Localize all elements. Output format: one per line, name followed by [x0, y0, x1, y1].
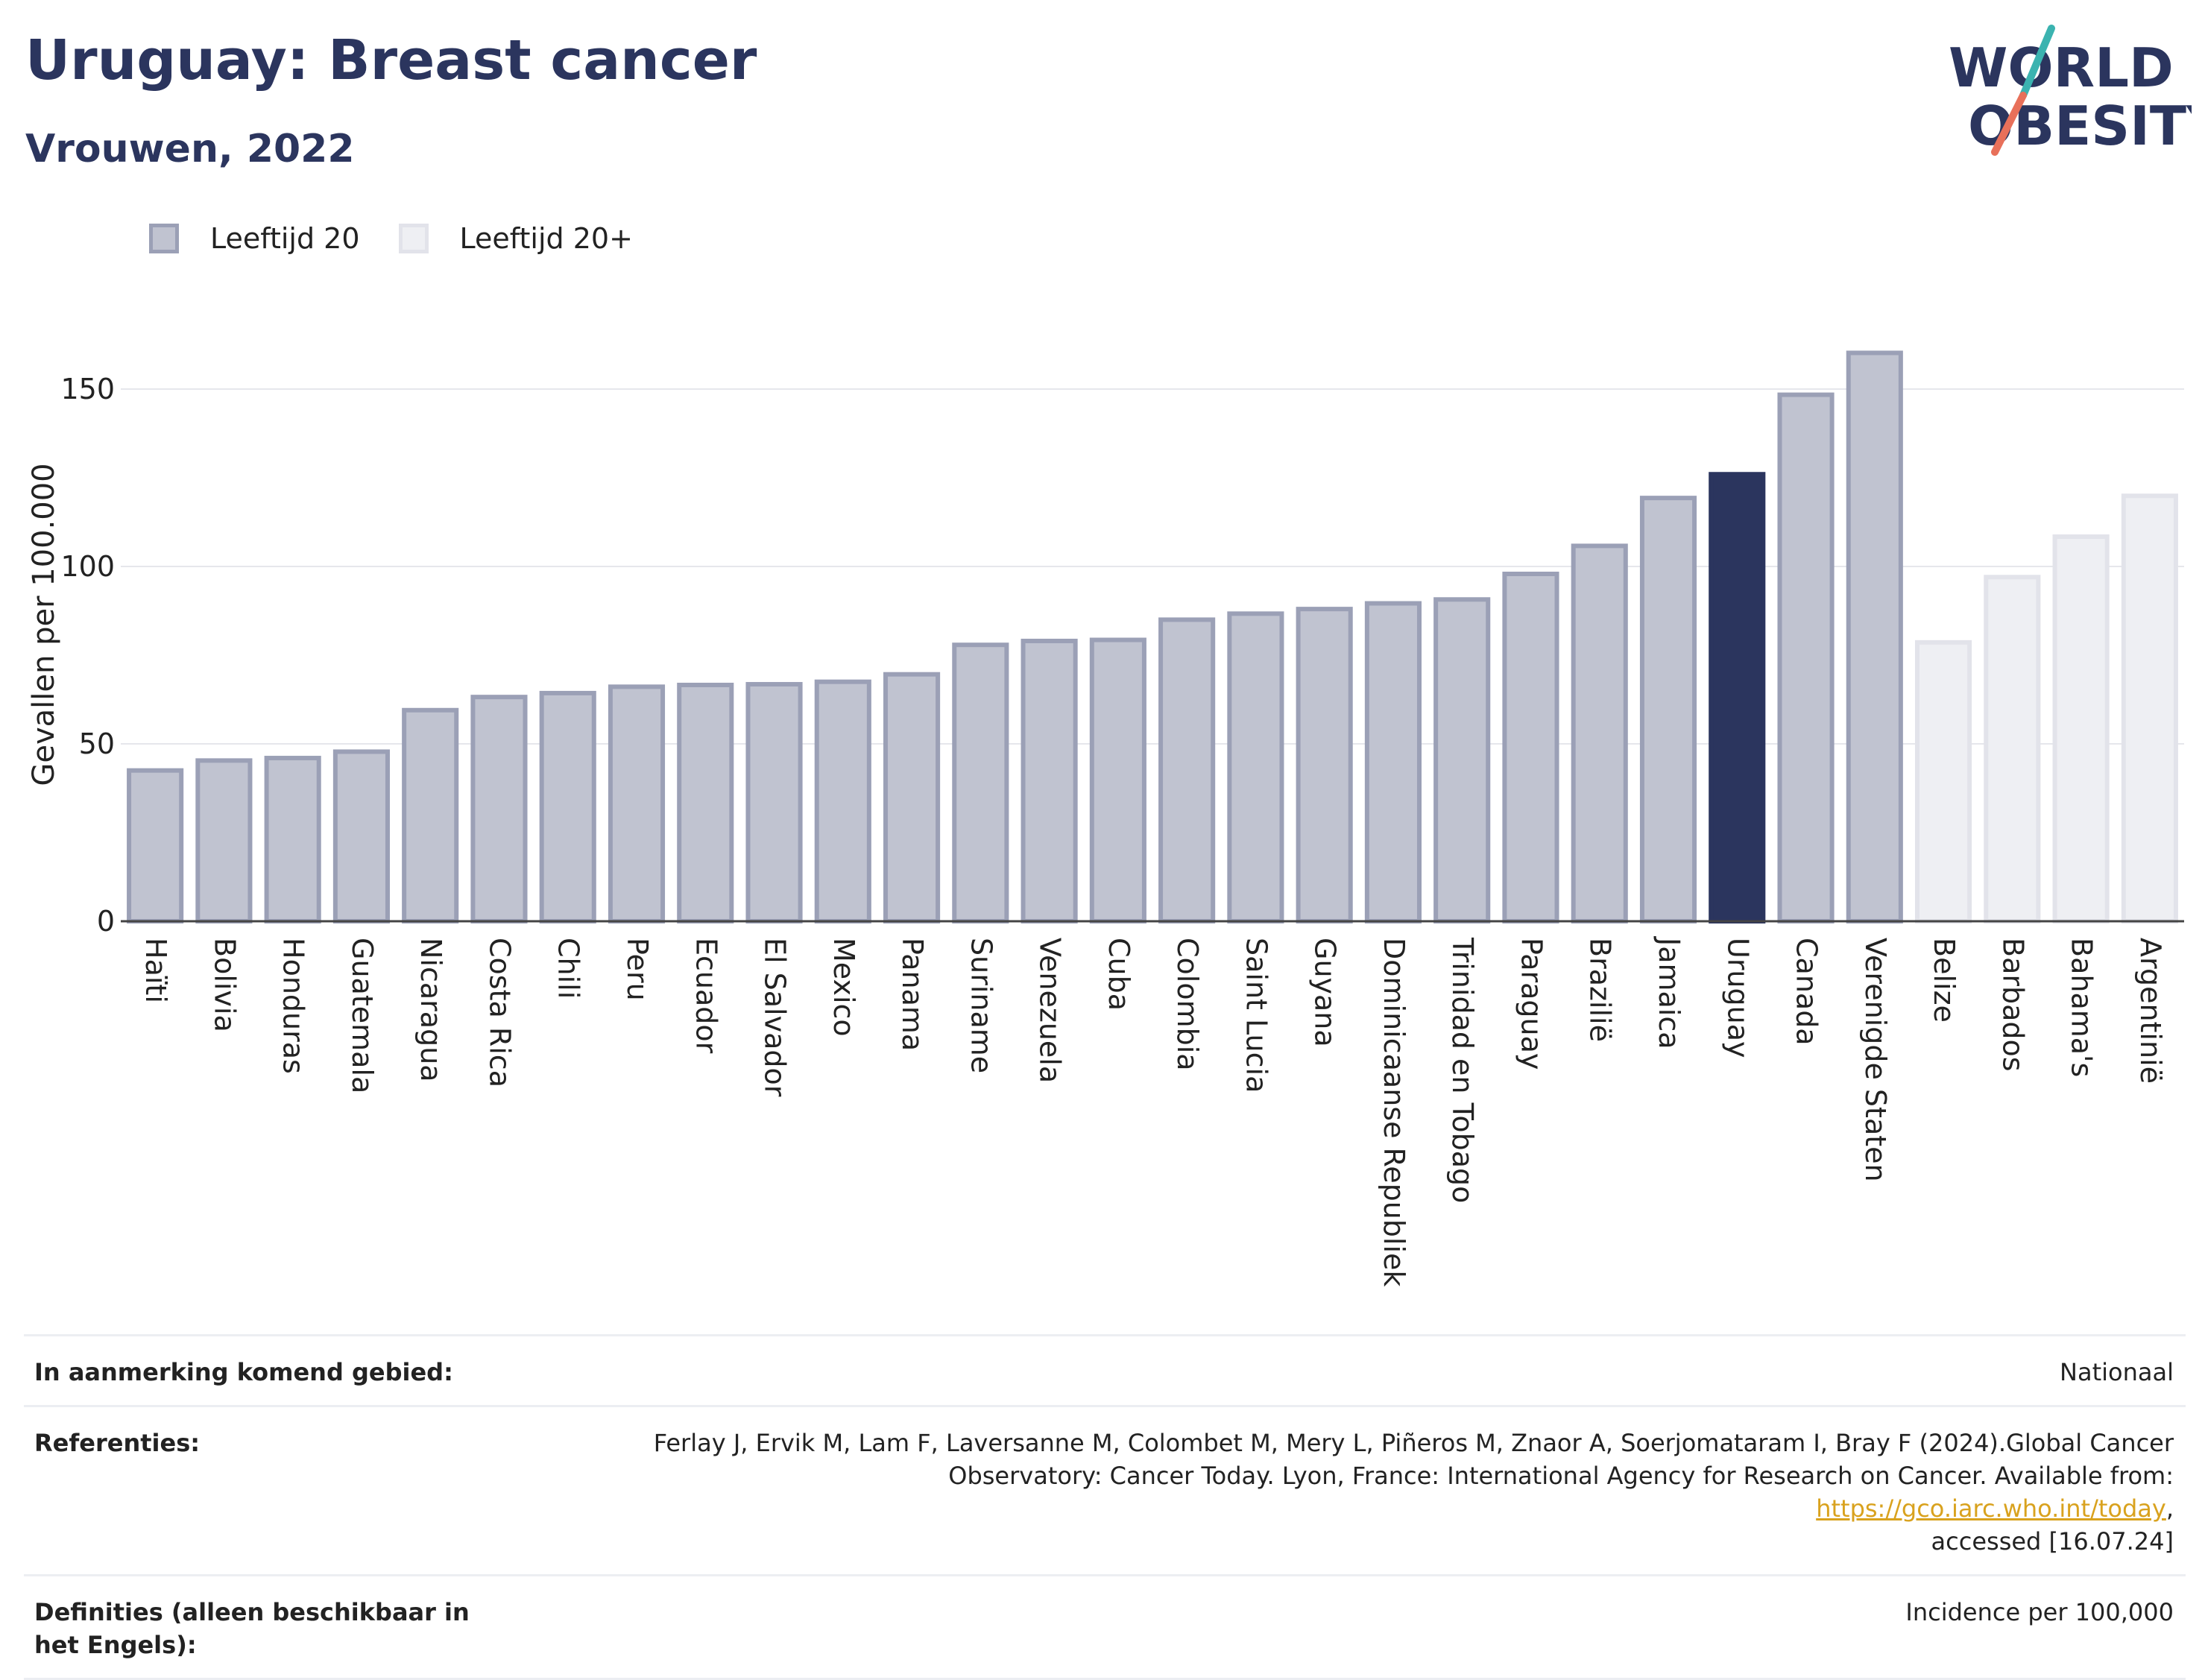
bar-barbados[interactable]	[1984, 575, 2041, 924]
eligible-area-label: In aanmerking komend gebied:	[34, 1358, 453, 1386]
bar-honduras[interactable]	[264, 756, 321, 923]
page-subtitle: Vrouwen, 2022	[25, 127, 355, 171]
x-tick-label: Mexico	[827, 938, 860, 1037]
bar-chart: 0 50 100 150 Haïti Bolivia Honduras Guatemala Ni…	[27, 350, 2184, 1286]
bar-suriname[interactable]	[952, 642, 1009, 923]
bar-bahama-s[interactable]	[2052, 534, 2110, 923]
legend-swatch-age20	[149, 224, 179, 253]
x-tick-label: Brazilië	[1584, 938, 1617, 1042]
bar-chili[interactable]	[539, 690, 596, 923]
bar-colombia[interactable]	[1158, 617, 1216, 924]
x-tick-label: Jamaica	[1653, 936, 1685, 1049]
y-axis-title: Gevallen per 100.000	[27, 463, 61, 786]
bar-brazili-[interactable]	[1571, 543, 1628, 924]
x-tick-label: Guyana	[1309, 938, 1342, 1047]
legend-label-age20: Leeftijd 20	[210, 222, 360, 255]
x-tick-label: Nicaragua	[414, 938, 447, 1082]
world-obesity-logo: WORLD OBESITY	[1949, 25, 2192, 157]
bar-ha-ti[interactable]	[127, 768, 184, 923]
legend-item-age20[interactable]: Leeftijd 20	[149, 222, 360, 255]
x-tick-label: Belize	[1928, 938, 1960, 1023]
x-tick-label: Canada	[1791, 938, 1823, 1046]
y-tick-label: 100	[60, 550, 115, 583]
x-tick-label: El Salvador	[759, 938, 792, 1097]
y-tick-label: 50	[79, 727, 115, 760]
x-tick-label: Panama	[896, 938, 929, 1051]
references-line1: Ferlay J, Ervik M, Lam F, Laversanne M, …	[653, 1429, 2174, 1457]
x-tick-label: Chili	[552, 938, 585, 999]
bar-costa-rica[interactable]	[470, 695, 528, 924]
bars	[127, 350, 2178, 924]
bar-belize[interactable]	[1915, 640, 1972, 923]
logo-slash-coral	[1991, 92, 2027, 156]
y-tick-label: 0	[97, 905, 115, 938]
info-row-eligible-area: In aanmerking komend gebied: Nationaal	[24, 1334, 2186, 1405]
x-tick-label: Bahama's	[2066, 938, 2098, 1077]
bar-venezuela[interactable]	[1021, 638, 1078, 924]
x-tick-label: Ecuador	[690, 938, 722, 1054]
legend-label-age20plus: Leeftijd 20+	[459, 222, 633, 255]
references-line3: accessed [16.07.24]	[1931, 1527, 2174, 1556]
x-tick-label: Honduras	[277, 938, 310, 1074]
legend-item-age20plus[interactable]: Leeftijd 20+	[398, 222, 633, 255]
gridlines	[121, 388, 2184, 745]
x-tick-label: Bolivia	[208, 938, 241, 1032]
logo-line1: WORLD	[1949, 37, 2174, 99]
definitions-label: Definities (alleen beschikbaar in het En…	[34, 1598, 470, 1659]
references-value: Ferlay J, Ervik M, Lam F, Laversanne M, …	[608, 1427, 2174, 1558]
bar-trinidad-en-tobago[interactable]	[1433, 597, 1491, 923]
bar-peru[interactable]	[608, 684, 666, 923]
references-label: Referenties:	[34, 1429, 201, 1457]
bar-panama[interactable]	[883, 672, 941, 923]
bar-guyana[interactable]	[1296, 607, 1353, 923]
x-tick-label: Suriname	[965, 938, 997, 1073]
y-tick-label: 150	[60, 373, 115, 405]
definitions-value: Incidence per 100,000	[1905, 1598, 2174, 1626]
x-tick-label: Barbados	[1996, 938, 2029, 1072]
references-line2-post: ,	[2165, 1494, 2174, 1523]
legend-swatch-age20plus	[398, 224, 429, 253]
eligible-area-value: Nationaal	[2060, 1358, 2174, 1386]
x-tick-label: Trinidad en Tobago	[1446, 937, 1479, 1203]
references-link[interactable]: https://gco.iarc.who.int/today	[1816, 1494, 2166, 1523]
bar-verenigde-staten[interactable]	[1846, 350, 1903, 923]
x-tick-label: Venezuela	[1034, 938, 1067, 1083]
x-tick-label: Peru	[621, 938, 654, 1001]
x-tick-label: Verenigde Staten	[1859, 938, 1892, 1182]
bar-nicaragua[interactable]	[402, 707, 459, 924]
info-row-definitions: Definities (alleen beschikbaar in het En…	[24, 1574, 2186, 1678]
x-tick-label: Dominicaanse Republiek	[1378, 938, 1410, 1286]
x-tick-label: Uruguay	[1721, 938, 1754, 1058]
axes: 0 50 100 150 Haïti Bolivia Honduras Guatemala Ni…	[60, 373, 2184, 1286]
bar-paraguay[interactable]	[1502, 571, 1559, 923]
bar-bolivia[interactable]	[195, 758, 253, 924]
x-tick-label: Argentinië	[2134, 938, 2167, 1084]
bar-ecuador[interactable]	[677, 682, 734, 923]
bar-uruguay[interactable]	[1709, 472, 1766, 923]
bar-saint-lucia[interactable]	[1227, 611, 1284, 923]
x-tick-label: Guatemala	[346, 938, 379, 1093]
x-tick-label: Colombia	[1171, 938, 1204, 1071]
info-table: In aanmerking komend gebied: Nationaal R…	[24, 1334, 2186, 1680]
bar-mexico[interactable]	[814, 679, 871, 923]
bar-argentini-[interactable]	[2121, 493, 2178, 923]
references-line2-text: Observatory: Cancer Today. Lyon, France:…	[948, 1462, 2174, 1490]
bar-guatemala[interactable]	[332, 749, 390, 923]
logo-slash-teal	[2019, 25, 2055, 99]
references-line2: Observatory: Cancer Today. Lyon, France:…	[608, 1459, 2174, 1525]
x-tick-label: Costa Rica	[483, 938, 516, 1087]
info-row-references: Referenties: Ferlay J, Ervik M, Lam F, L…	[24, 1405, 2186, 1574]
page-title: Uruguay: Breast cancer	[25, 28, 757, 92]
x-tick-label: Haïti	[139, 938, 172, 1003]
chart-legend: Leeftijd 20 Leeftijd 20+	[149, 222, 672, 255]
bar-jamaica[interactable]	[1639, 496, 1697, 923]
bar-canada[interactable]	[1777, 392, 1835, 923]
bar-el-salvador[interactable]	[745, 682, 803, 923]
bar-dominicaanse-republiek[interactable]	[1364, 601, 1422, 924]
x-tick-label: Cuba	[1102, 938, 1135, 1011]
x-tick-label: Saint Lucia	[1240, 938, 1272, 1093]
x-tick-label: Paraguay	[1515, 938, 1548, 1070]
bar-cuba[interactable]	[1089, 637, 1146, 923]
